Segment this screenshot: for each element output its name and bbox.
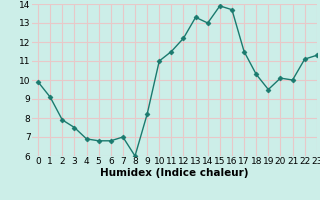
X-axis label: Humidex (Indice chaleur): Humidex (Indice chaleur) (100, 168, 249, 178)
